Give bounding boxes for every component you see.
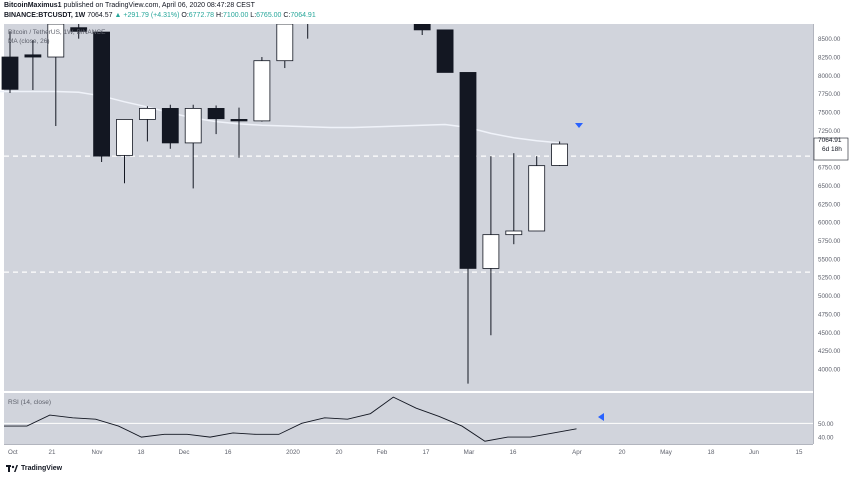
candles bbox=[1, 24, 568, 384]
chart-header: BitcoinMaximus1 published on TradingView… bbox=[4, 1, 844, 23]
time-tick-label: 18 bbox=[138, 449, 145, 456]
price-tick-label: 6000.00 bbox=[818, 220, 841, 227]
price-tick-label: 5750.00 bbox=[818, 238, 841, 245]
author-name[interactable]: BitcoinMaximus1 bbox=[4, 2, 62, 9]
time-tick-label: 20 bbox=[336, 449, 343, 456]
price-tick-label: 6250.00 bbox=[818, 201, 841, 208]
price-tick-label: 8500.00 bbox=[818, 36, 841, 43]
tradingview-logo-icon bbox=[6, 464, 18, 472]
candle-up bbox=[47, 24, 65, 58]
candle-up bbox=[505, 230, 523, 236]
price-chart[interactable]: 8500.00 8250.00 8000.00 7750.00 7500.00 7250.… bbox=[0, 24, 850, 460]
rsi-tick-label: 40.00 bbox=[818, 435, 834, 442]
time-axis[interactable]: Oct 21 Nov 18 Dec 16 2020 20 Feb 17 Mar 16 Apr 20 May 1… bbox=[8, 449, 803, 456]
time-tick-label: 15 bbox=[796, 449, 803, 456]
price-tick-label: 5250.00 bbox=[818, 275, 841, 282]
candle-up bbox=[482, 234, 500, 269]
candle-down bbox=[70, 27, 88, 32]
time-tick-label: 18 bbox=[708, 449, 715, 456]
price-change: ▲ +291.79 (+4.31%) bbox=[114, 12, 180, 19]
price-tick-label: 6750.00 bbox=[818, 165, 841, 172]
time-tick-label: Jun bbox=[749, 449, 760, 456]
close-label: C: bbox=[283, 12, 291, 19]
candle-up bbox=[138, 108, 156, 120]
time-tick-label: Oct bbox=[8, 449, 18, 456]
ma-legend[interactable]: MA (close, 26) bbox=[8, 38, 50, 45]
down-arrow-icon bbox=[575, 123, 583, 128]
price-tick-label: 4500.00 bbox=[818, 330, 841, 337]
footer: TradingView bbox=[6, 462, 62, 474]
time-tick-label: Nov bbox=[91, 449, 103, 456]
rsi-legend[interactable]: RSI (14, close) bbox=[8, 399, 51, 406]
time-tick-label: 16 bbox=[225, 449, 232, 456]
candle-down bbox=[24, 54, 42, 58]
time-tick-label: May bbox=[660, 449, 673, 456]
price-tick-label: 4750.00 bbox=[818, 311, 841, 318]
candle-up bbox=[551, 143, 568, 166]
price-tick-label: 6500.00 bbox=[818, 183, 841, 190]
open-value: 6772.78 bbox=[188, 12, 215, 19]
candle-up bbox=[276, 24, 294, 62]
candle-down bbox=[161, 108, 179, 144]
price-tick-label: 8000.00 bbox=[818, 73, 841, 80]
symbol-legend[interactable]: Bitcoin / TetherUS, 1W, BINANCE bbox=[8, 29, 106, 36]
candle-up bbox=[253, 60, 271, 122]
time-tick-label: 2020 bbox=[286, 449, 300, 456]
price-tick-label: 4000.00 bbox=[818, 366, 841, 373]
candle-down bbox=[230, 119, 248, 122]
time-tick-label: 21 bbox=[49, 449, 56, 456]
rsi-pane[interactable] bbox=[4, 393, 813, 444]
rsi-line bbox=[4, 396, 577, 442]
price-tick-label: 7500.00 bbox=[818, 110, 841, 117]
high-label: H: bbox=[216, 12, 224, 19]
price-tick-label: 5500.00 bbox=[818, 256, 841, 263]
price-tick-label: 5000.00 bbox=[818, 293, 841, 300]
low-label: L: bbox=[250, 12, 257, 19]
candle-up bbox=[528, 165, 546, 232]
last-price: 7064.57 bbox=[87, 12, 113, 19]
close-value: 7064.91 bbox=[290, 12, 316, 19]
publish-line: BitcoinMaximus1 published on TradingView… bbox=[4, 2, 255, 9]
high-value: 7100.00 bbox=[223, 12, 249, 19]
countdown-label: 6d 18h bbox=[822, 146, 842, 153]
main-pane[interactable] bbox=[4, 24, 813, 391]
price-tick-label: 7750.00 bbox=[818, 91, 841, 98]
candle-down bbox=[93, 31, 110, 157]
symbol-line: BINANCE:BTCUSDT, 1W 7064.57 ▲ +291.79 (+… bbox=[4, 12, 316, 19]
rsi-tick-label: 50.00 bbox=[818, 421, 834, 428]
last-price-tag: 7064.91 6d 18h bbox=[813, 137, 849, 161]
price-axis[interactable]: 8500.00 8250.00 8000.00 7750.00 7500.00 7250.… bbox=[818, 36, 841, 373]
candle-up bbox=[184, 108, 202, 144]
symbol-label: BINANCE:BTCUSDT, 1W bbox=[4, 12, 86, 19]
candle-down bbox=[459, 72, 477, 269]
candle-down bbox=[436, 29, 454, 73]
candle-up bbox=[116, 119, 133, 156]
candle-down bbox=[413, 24, 431, 31]
open-label: O: bbox=[181, 12, 189, 19]
price-tick-label: 8250.00 bbox=[818, 55, 841, 62]
price-tick-label: 4250.00 bbox=[818, 348, 841, 355]
time-tick-label: 17 bbox=[423, 449, 430, 456]
rsi-indicator: 50.00 40.00 bbox=[4, 396, 834, 442]
time-tick-label: 16 bbox=[510, 449, 517, 456]
candle-down bbox=[207, 108, 225, 120]
time-tick-label: Dec bbox=[178, 449, 189, 456]
candle-down bbox=[1, 56, 19, 90]
time-tick-label: Feb bbox=[377, 449, 388, 456]
publish-info: published on TradingView.com, April 06, … bbox=[63, 2, 255, 9]
left-arrow-icon bbox=[598, 413, 604, 421]
low-value: 6765.00 bbox=[256, 12, 282, 19]
time-tick-label: 20 bbox=[619, 449, 626, 456]
footer-brand[interactable]: TradingView bbox=[21, 464, 63, 472]
last-price-tag-value: 7064.91 bbox=[818, 137, 842, 144]
time-tick-label: Mar bbox=[464, 449, 475, 456]
time-tick-label: Apr bbox=[572, 449, 582, 456]
price-tick-label: 7250.00 bbox=[818, 128, 841, 135]
